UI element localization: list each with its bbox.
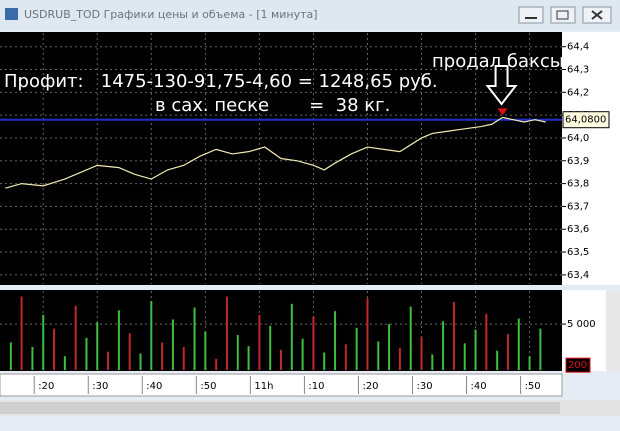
volume-bar [117, 310, 120, 370]
y-tick-label: 64,4 [567, 42, 589, 53]
arrow [485, 65, 518, 106]
volume-bar [474, 329, 477, 370]
volume-bar [258, 314, 261, 370]
volume-bar [31, 347, 34, 370]
volume-bar [517, 318, 520, 370]
volume-bar [204, 331, 207, 370]
volume-bar [182, 347, 185, 370]
y-tick-label: 64,0 [567, 133, 589, 144]
volume-bar [388, 324, 391, 370]
volume-bar [301, 338, 304, 370]
volume-axis [562, 290, 606, 371]
volume-bar [85, 337, 88, 370]
volume-bar [442, 321, 445, 370]
volume-bar [236, 335, 239, 370]
price-line [5, 116, 546, 189]
volume-bar [215, 358, 218, 370]
volume-bar [528, 356, 531, 370]
volume-bar [42, 314, 45, 370]
volume-bar [225, 296, 228, 370]
volume-bar [96, 322, 99, 370]
volume-bar [247, 346, 250, 370]
sell-marker [497, 108, 508, 116]
y-tick-label: 63,8 [567, 179, 589, 190]
x-tick-label: :10 [308, 381, 324, 392]
volume-bar [74, 305, 77, 370]
x-tick-label: :40 [146, 381, 162, 392]
volume-bar [409, 306, 412, 370]
y-tick-label: 63,9 [567, 156, 589, 167]
window-title: USDRUB_TOD Графики цены и объема - [1 ми… [24, 8, 318, 21]
volume-bar [150, 301, 153, 370]
x-tick-label: :30 [417, 381, 433, 392]
y-tick-label: 63,4 [567, 270, 589, 281]
volume-bar [280, 349, 282, 370]
y-tick-label: 63,6 [567, 224, 589, 235]
volume-bar [193, 307, 196, 370]
annotation: в сах. песке = 38 кг. [155, 95, 390, 116]
volume-bar [9, 342, 12, 370]
volume-bar [107, 351, 110, 370]
volume-bar [20, 296, 23, 370]
volume-bar [431, 354, 434, 370]
maximize-icon [556, 10, 569, 20]
time-axis [0, 373, 563, 397]
last-price-box [562, 111, 610, 129]
scroll-thumb[interactable] [0, 402, 560, 414]
annotation: продал баксы [432, 51, 564, 72]
volume-bar [496, 350, 499, 370]
volume-bar [290, 303, 293, 370]
y-tick-label: 5 000 [567, 319, 596, 330]
volume-bar [139, 353, 142, 370]
last-price-label: 64,0800 [565, 115, 606, 126]
volume-bar [485, 313, 488, 370]
volume-bar [420, 336, 423, 370]
volume-bar [344, 344, 347, 370]
volume-bar [355, 327, 358, 370]
x-tick-label: :40 [471, 381, 487, 392]
volume-scrollbar[interactable] [606, 290, 620, 371]
x-tick-label: :50 [525, 381, 541, 392]
volume-bar [463, 343, 466, 370]
volume-bar [323, 352, 326, 370]
volume-bar [366, 298, 369, 370]
x-tick-label: :30 [92, 381, 108, 392]
y-tick-label: 63,5 [567, 247, 589, 258]
volume-bar [53, 328, 56, 370]
close-icon [591, 10, 603, 20]
x-tick-label: 11h [254, 381, 273, 392]
volume-bar [269, 325, 272, 370]
y-tick-label: 64,3 [567, 65, 589, 76]
x-tick-label: :50 [200, 381, 216, 392]
volume-bar [63, 356, 66, 370]
volume-bar [539, 328, 542, 370]
y-tick-label: 63,7 [567, 201, 589, 212]
last-volume-label: 200 [568, 360, 587, 371]
last-volume-box [565, 357, 591, 373]
volume-bar [128, 333, 131, 370]
title-bar [0, 0, 620, 30]
annotation: Профит: 1475-130-91,75-4,60 = 1248,65 ру… [4, 71, 438, 92]
minimize-button[interactable] [518, 6, 544, 24]
volume-bar [161, 342, 164, 370]
maximize-button[interactable] [550, 6, 576, 24]
x-tick-label: :20 [362, 381, 378, 392]
y-tick-label: 64,2 [567, 87, 589, 98]
volume-bar [506, 334, 509, 370]
volume-bar [312, 316, 315, 370]
price-axis [562, 32, 620, 285]
x-tick-label: :20 [38, 381, 54, 392]
volume-bar [377, 341, 380, 370]
volume-bar [452, 302, 455, 370]
volume-bar [398, 347, 401, 370]
volume-bar [334, 311, 337, 370]
volume-bar [171, 319, 174, 370]
window-icon [5, 8, 18, 20]
